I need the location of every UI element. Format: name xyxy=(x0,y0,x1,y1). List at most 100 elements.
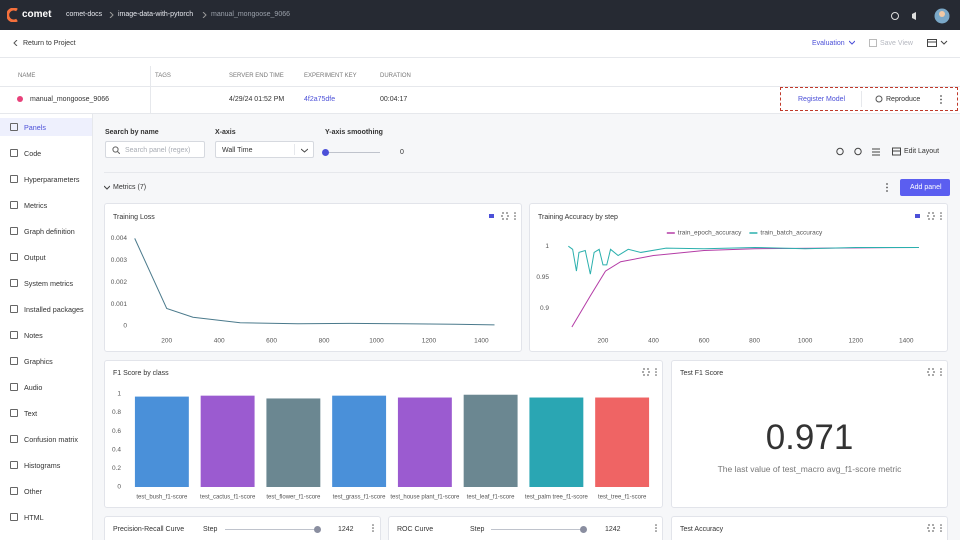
experiment-name[interactable]: manual_mongoose_9066 xyxy=(30,96,109,103)
section-title: Metrics (7) xyxy=(113,184,146,191)
sidebar-label: Histograms xyxy=(24,462,60,469)
save-view[interactable]: Save View xyxy=(880,40,913,47)
sidebar-icon xyxy=(10,383,18,391)
step-value: 1242 xyxy=(338,526,354,533)
sidebar-item[interactable]: Code xyxy=(0,144,92,162)
sidebar-label: Metrics xyxy=(24,202,47,209)
sidebar-item[interactable]: Graphics xyxy=(0,352,92,370)
actions: Register Model Reproduce xyxy=(780,87,958,111)
search-input[interactable]: Search panel (regex) xyxy=(105,141,205,158)
column-header: EXPERIMENT KEY xyxy=(304,73,357,79)
sidebar-icon xyxy=(10,305,18,313)
sidebar-item[interactable]: Other xyxy=(0,482,92,500)
end-time: 4/29/24 01:52 PM xyxy=(229,96,284,103)
panel: Precision-Recall Curve Step 1242 xyxy=(104,516,381,540)
sidebar-icon xyxy=(10,279,18,287)
chevron[interactable] xyxy=(104,185,110,190)
step-label: Step xyxy=(203,526,217,533)
breadcrumb: manual_mongoose_9066 xyxy=(211,11,290,18)
metric-caption: The last value of test_macro avg_f1-scor… xyxy=(672,465,947,474)
divider xyxy=(294,144,295,155)
chevron xyxy=(301,148,308,153)
panel: Training Loss xyxy=(104,203,522,352)
smoothing-value: 0 xyxy=(400,149,404,156)
sidebar-icon xyxy=(10,201,18,209)
sidebar-label: Graph definition xyxy=(24,228,75,235)
sidebar-label: Confusion matrix xyxy=(24,436,78,443)
sidebar-item[interactable]: HTML xyxy=(0,508,92,526)
back-icon[interactable] xyxy=(13,40,18,46)
add-panel: Add panel xyxy=(910,184,942,191)
sidebar-label: Hyperparameters xyxy=(24,176,80,183)
top-bar: comet comet-docs image-data-with-pytorch… xyxy=(0,0,960,30)
reproduce[interactable]: Reproduce xyxy=(886,96,920,103)
sidebar-item[interactable]: Text xyxy=(0,404,92,422)
column-header: SERVER END TIME xyxy=(229,73,284,79)
add-panel-button[interactable]: Add panel xyxy=(900,179,950,196)
sidebar-icon xyxy=(10,513,18,521)
slider-knob[interactable] xyxy=(314,526,321,533)
panel: Training Accuracy by step xyxy=(529,203,948,352)
header-icons[interactable] xyxy=(888,8,954,24)
save-icon xyxy=(869,39,877,47)
panel-title: Test F1 Score xyxy=(680,370,723,377)
sidebar-icon xyxy=(10,149,18,157)
sidebar-item[interactable]: Notes xyxy=(0,326,92,344)
logo xyxy=(7,8,19,22)
sidebar-item[interactable]: Metrics xyxy=(0,196,92,214)
register-model[interactable]: Register Model xyxy=(798,96,845,103)
toolbar-icons[interactable] xyxy=(836,147,886,156)
experiment-key[interactable]: 4f2a75dfe xyxy=(304,96,335,103)
panel-title: Training Accuracy by step xyxy=(538,214,618,221)
sidebar-item[interactable]: Hyperparameters xyxy=(0,170,92,188)
search-placeholder: Search panel (regex) xyxy=(125,147,190,154)
sidebar-label: Graphics xyxy=(24,358,53,365)
brand[interactable]: comet xyxy=(22,10,51,20)
sidebar-label: Text xyxy=(24,410,37,417)
sidebar-item[interactable]: Panels xyxy=(0,118,92,136)
sidebar-item[interactable]: Confusion matrix xyxy=(0,430,92,448)
kebab[interactable] xyxy=(939,94,943,105)
chevron xyxy=(849,40,855,45)
panel: Test Accuracy xyxy=(671,516,948,540)
kebab[interactable] xyxy=(885,182,889,193)
sidebar-label: Output xyxy=(24,254,46,261)
divider xyxy=(150,66,151,113)
divider xyxy=(104,172,950,173)
sidebar-icon xyxy=(10,253,18,261)
chevron xyxy=(202,12,207,18)
slider-knob[interactable] xyxy=(580,526,587,533)
search-icon xyxy=(112,146,120,154)
sidebar-item[interactable]: System metrics xyxy=(0,274,92,292)
sidebar-icon xyxy=(10,175,18,183)
sidebar-label: Code xyxy=(24,150,41,157)
edit-layout[interactable]: Edit Layout xyxy=(904,148,939,155)
slider-knob[interactable] xyxy=(322,149,329,156)
sidebar-item[interactable]: Installed packages xyxy=(0,300,92,318)
layout-icon[interactable] xyxy=(927,39,949,47)
sidebar-label: Other xyxy=(24,488,42,495)
back-link[interactable]: Return to Project xyxy=(23,40,76,47)
reproduce-icon xyxy=(875,95,883,103)
sidebar-item[interactable]: Audio xyxy=(0,378,92,396)
search-label: Search by name xyxy=(105,129,159,136)
sidebar-item[interactable]: Graph definition xyxy=(0,222,92,240)
view-select[interactable]: Evaluation xyxy=(812,40,845,47)
sidebar-label: System metrics xyxy=(24,280,73,287)
sidebar-label: HTML xyxy=(24,514,44,521)
sidebar-icon xyxy=(10,409,18,417)
chevron xyxy=(109,12,114,18)
divider xyxy=(0,57,960,58)
panel-title: F1 Score by class xyxy=(113,370,169,377)
metric-value: 0.971 xyxy=(672,420,947,455)
sidebar-item[interactable]: Histograms xyxy=(0,456,92,474)
status-dot xyxy=(17,96,23,102)
x-axis-select[interactable]: Wall Time xyxy=(215,141,314,158)
sidebar-icon xyxy=(10,357,18,365)
breadcrumb[interactable]: comet-docs xyxy=(66,11,102,18)
breadcrumb[interactable]: image-data-with-pytorch xyxy=(118,11,193,18)
panel-title: ROC Curve xyxy=(397,526,433,533)
sidebar-item[interactable]: Output xyxy=(0,248,92,266)
step-value: 1242 xyxy=(605,526,621,533)
